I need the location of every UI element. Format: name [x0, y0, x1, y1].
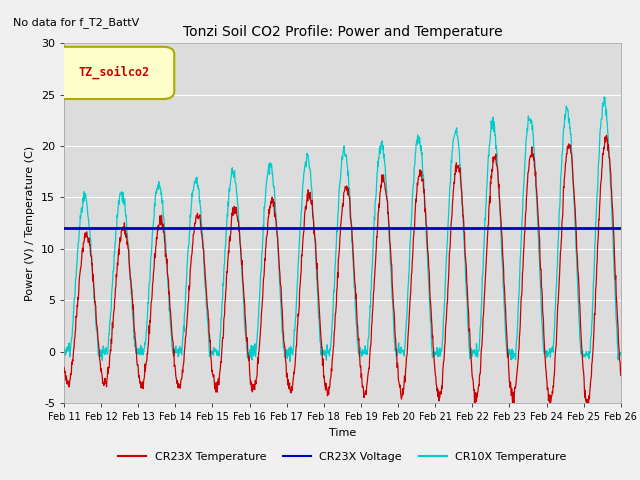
X-axis label: Time: Time — [329, 428, 356, 438]
Text: TZ_soilco2: TZ_soilco2 — [79, 66, 150, 79]
FancyBboxPatch shape — [54, 47, 174, 99]
Text: No data for f_T2_BattV: No data for f_T2_BattV — [13, 17, 139, 28]
Y-axis label: Power (V) / Temperature (C): Power (V) / Temperature (C) — [26, 145, 35, 301]
Title: Tonzi Soil CO2 Profile: Power and Temperature: Tonzi Soil CO2 Profile: Power and Temper… — [182, 25, 502, 39]
Legend: CR23X Temperature, CR23X Voltage, CR10X Temperature: CR23X Temperature, CR23X Voltage, CR10X … — [113, 447, 572, 466]
